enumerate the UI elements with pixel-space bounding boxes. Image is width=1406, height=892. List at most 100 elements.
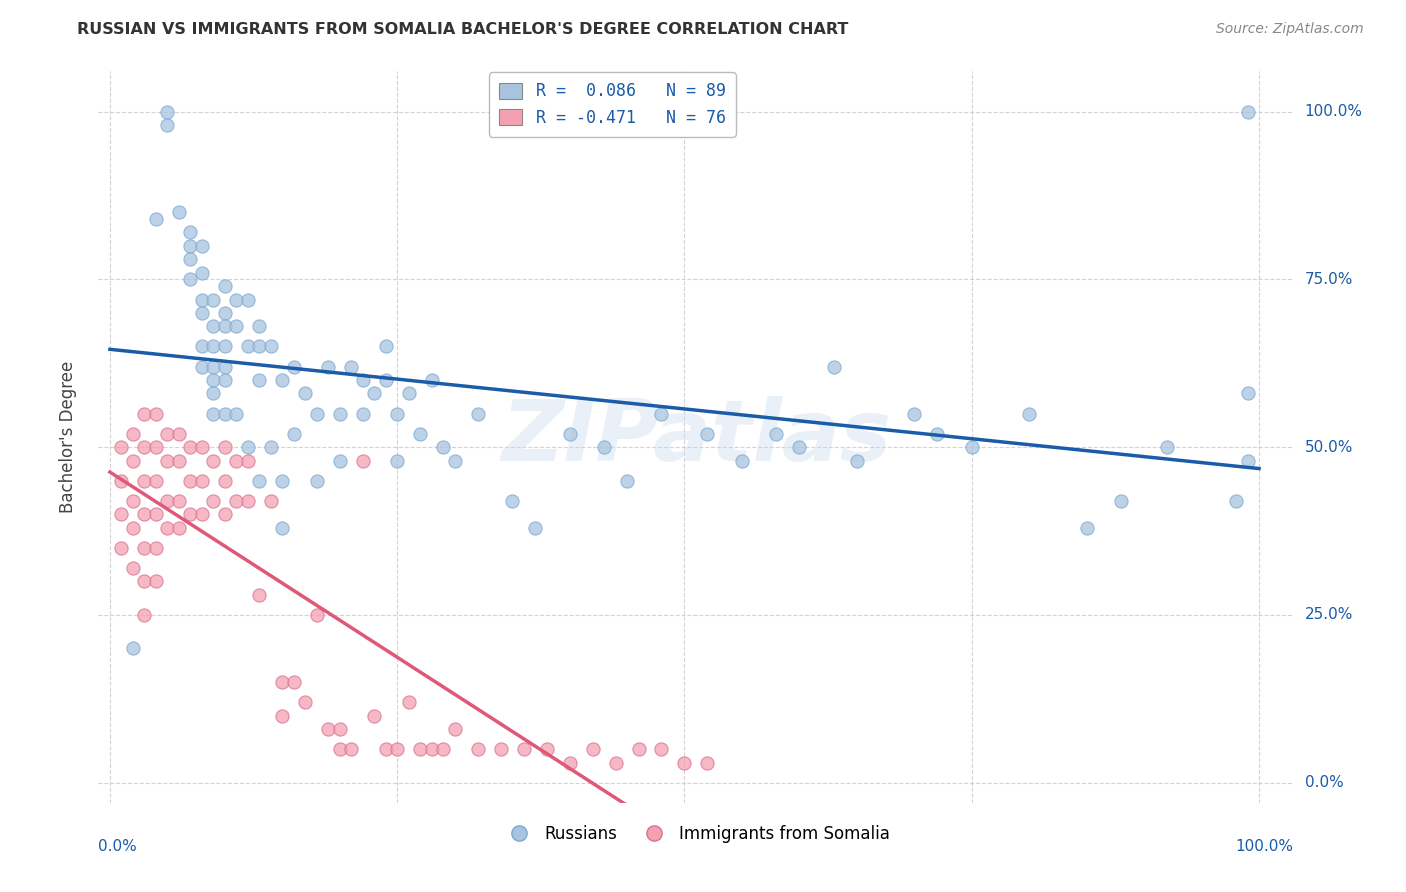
- Point: [489, 742, 512, 756]
- Point: [1018, 407, 1040, 421]
- Point: [214, 373, 236, 387]
- Point: [1156, 440, 1178, 454]
- Point: [202, 359, 225, 374]
- Point: [260, 440, 283, 454]
- Point: [352, 453, 374, 467]
- Point: [134, 508, 156, 522]
- Point: [501, 493, 523, 508]
- Point: [294, 386, 316, 401]
- Point: [145, 212, 167, 227]
- Point: [467, 742, 489, 756]
- Point: [903, 407, 925, 421]
- Point: [110, 508, 132, 522]
- Point: [363, 708, 385, 723]
- Point: [409, 742, 432, 756]
- Point: [294, 695, 316, 709]
- Point: [179, 508, 201, 522]
- Point: [191, 474, 214, 488]
- Point: [340, 742, 363, 756]
- Point: [329, 722, 352, 736]
- Point: [122, 641, 145, 656]
- Point: [650, 407, 672, 421]
- Point: [202, 386, 225, 401]
- Point: [305, 607, 328, 622]
- Point: [214, 319, 236, 334]
- Point: [122, 426, 145, 441]
- Point: [110, 541, 132, 555]
- Point: [156, 118, 179, 132]
- Point: [122, 561, 145, 575]
- Text: 25.0%: 25.0%: [1305, 607, 1353, 623]
- Point: [202, 493, 225, 508]
- Point: [191, 306, 214, 320]
- Point: [247, 339, 270, 353]
- Point: [214, 508, 236, 522]
- Point: [247, 319, 270, 334]
- Point: [329, 453, 352, 467]
- Point: [167, 453, 190, 467]
- Point: [374, 373, 396, 387]
- Point: [409, 426, 432, 441]
- Point: [156, 521, 179, 535]
- Point: [352, 373, 374, 387]
- Point: [225, 493, 247, 508]
- Point: [385, 742, 409, 756]
- Point: [202, 407, 225, 421]
- Point: [340, 359, 363, 374]
- Point: [329, 742, 352, 756]
- Point: [202, 373, 225, 387]
- Point: [260, 339, 283, 353]
- Point: [271, 708, 294, 723]
- Point: [191, 239, 214, 253]
- Text: ZIPatlas: ZIPatlas: [501, 395, 891, 479]
- Point: [247, 588, 270, 602]
- Point: [167, 426, 190, 441]
- Point: [214, 279, 236, 293]
- Y-axis label: Bachelor's Degree: Bachelor's Degree: [59, 361, 77, 513]
- Point: [202, 293, 225, 307]
- Point: [236, 339, 259, 353]
- Point: [145, 541, 167, 555]
- Point: [225, 453, 247, 467]
- Point: [271, 373, 294, 387]
- Point: [524, 521, 547, 535]
- Point: [179, 440, 201, 454]
- Point: [156, 426, 179, 441]
- Point: [179, 239, 201, 253]
- Point: [156, 104, 179, 119]
- Point: [1109, 493, 1132, 508]
- Point: [122, 453, 145, 467]
- Point: [145, 407, 167, 421]
- Point: [145, 440, 167, 454]
- Point: [1236, 104, 1258, 119]
- Point: [363, 386, 385, 401]
- Point: [420, 373, 443, 387]
- Point: [145, 474, 167, 488]
- Point: [214, 359, 236, 374]
- Point: [650, 742, 672, 756]
- Point: [960, 440, 983, 454]
- Point: [145, 508, 167, 522]
- Point: [823, 359, 845, 374]
- Text: 75.0%: 75.0%: [1305, 272, 1353, 287]
- Point: [443, 453, 465, 467]
- Text: 0.0%: 0.0%: [1305, 775, 1343, 790]
- Point: [179, 272, 201, 286]
- Point: [167, 493, 190, 508]
- Point: [225, 407, 247, 421]
- Point: [122, 521, 145, 535]
- Point: [167, 205, 190, 219]
- Point: [247, 474, 270, 488]
- Point: [191, 266, 214, 280]
- Point: [283, 675, 305, 690]
- Point: [214, 306, 236, 320]
- Point: [316, 722, 339, 736]
- Point: [374, 339, 396, 353]
- Point: [731, 453, 754, 467]
- Point: [202, 453, 225, 467]
- Point: [110, 474, 132, 488]
- Point: [167, 521, 190, 535]
- Point: [191, 359, 214, 374]
- Point: [558, 756, 581, 770]
- Point: [432, 742, 454, 756]
